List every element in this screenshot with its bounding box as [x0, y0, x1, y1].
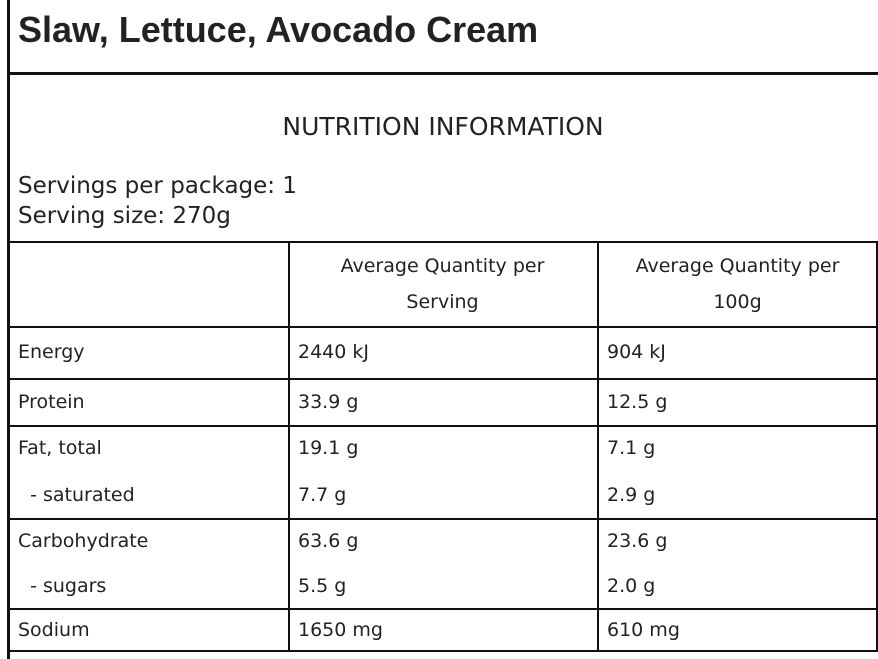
table-cell: - saturated [18, 483, 135, 506]
section-title: NUTRITION INFORMATION [282, 112, 604, 141]
table-cell: 7.1 g [607, 437, 656, 460]
table-cell: Protein [18, 390, 85, 413]
row-border [8, 650, 878, 652]
column-header: Average Quantity per Serving [288, 241, 597, 326]
column-border [8, 241, 10, 652]
servings-per-package: Servings per package: 1 [18, 173, 297, 199]
title-rule [8, 72, 878, 75]
table-cell: 5.5 g [298, 574, 347, 597]
table-cell: 1650 mg [298, 619, 383, 641]
row-border [8, 241, 878, 243]
column-header-text: Average Quantity per Serving [340, 254, 545, 313]
column-border [597, 241, 599, 652]
table-cell: Fat, total [18, 437, 102, 460]
table-cell: 2440 kJ [298, 341, 369, 363]
row-border [8, 518, 878, 520]
column-header-text: Average Quantity per 100g [635, 254, 840, 313]
table-cell: 2.9 g [607, 483, 656, 506]
table-cell: 2.0 g [607, 574, 656, 597]
table-cell: 19.1 g [298, 437, 359, 460]
column-header: Average Quantity per 100g [597, 241, 878, 326]
nutrition-table: Average Quantity per Serving Average Quan… [8, 241, 878, 652]
table-cell: 63.6 g [298, 529, 359, 552]
serving-size: Serving size: 270g [18, 203, 231, 229]
row-border [8, 425, 878, 427]
row-border [8, 378, 878, 380]
column-border [876, 241, 878, 652]
table-cell: 904 kJ [607, 341, 666, 363]
table-cell: 7.7 g [298, 483, 347, 506]
column-border [288, 241, 290, 652]
table-cell: 23.6 g [607, 529, 668, 552]
row-border [8, 326, 878, 328]
row-border [8, 608, 878, 610]
product-title: Slaw, Lettuce, Avocado Cream [18, 9, 539, 50]
table-cell: 12.5 g [607, 390, 668, 413]
table-cell: 33.9 g [298, 390, 359, 413]
table-cell: Energy [18, 341, 85, 363]
table-cell: Sodium [18, 619, 90, 641]
table-cell: Carbohydrate [18, 529, 149, 552]
table-cell: 610 mg [607, 619, 680, 641]
table-cell: - sugars [18, 574, 107, 597]
